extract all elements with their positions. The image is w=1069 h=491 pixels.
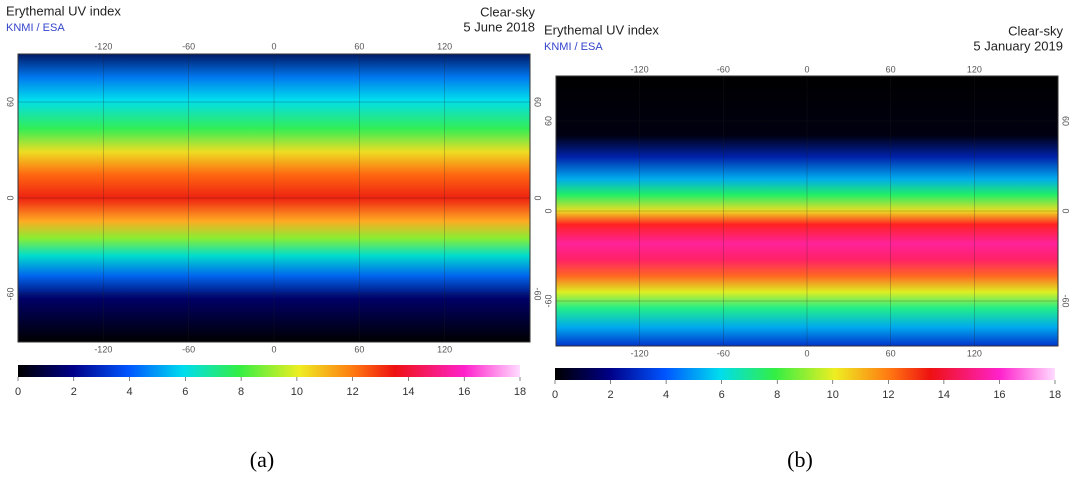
colorbar-tick-label: 16 — [458, 386, 470, 398]
lon-tick-label: -120 — [94, 344, 112, 354]
map-condition: Clear-sky — [1008, 23, 1063, 38]
lon-tick-label: -60 — [182, 344, 195, 354]
lon-tick-label: 60 — [354, 344, 364, 354]
lon-tick-label: 0 — [804, 64, 809, 74]
lon-tick-label: 120 — [967, 348, 982, 358]
lon-tick-label: 60 — [886, 348, 896, 358]
map-source: KNMI / ESA — [544, 41, 603, 53]
lon-tick-label: 120 — [437, 344, 452, 354]
lat-tick-label: 0 — [543, 208, 553, 213]
lat-tick-label: -60 — [1061, 294, 1069, 307]
lon-tick-label: 0 — [271, 344, 276, 354]
lon-tick-label: -60 — [182, 41, 195, 51]
map-source: KNMI / ESA — [6, 22, 65, 34]
colorbar-tick-label: 0 — [552, 389, 558, 401]
lat-tick-label: -60 — [5, 287, 15, 300]
colorbar-tick-label: 18 — [1049, 389, 1061, 401]
map-date: 5 January 2019 — [973, 38, 1063, 53]
colorbar-tick-label: 16 — [993, 389, 1005, 401]
map-title: Erythemal UV index — [544, 22, 659, 37]
lon-tick-label: 0 — [271, 41, 276, 51]
colorbar-tick-label: 14 — [938, 389, 950, 401]
colorbar-tick-label: 0 — [15, 386, 21, 398]
map-title: Erythemal UV index — [6, 3, 121, 18]
lon-tick-label: -60 — [717, 348, 730, 358]
colorbar-tick-label: 8 — [238, 386, 244, 398]
colorbar-tick-label: 6 — [719, 389, 725, 401]
lon-tick-label: -60 — [717, 64, 730, 74]
colorbar-tick-label: 12 — [882, 389, 894, 401]
lon-tick-label: 60 — [354, 41, 364, 51]
lat-tick-label: -60 — [533, 287, 543, 300]
colorbar-tick-label: 10 — [291, 386, 303, 398]
panel-caption: (b) — [787, 447, 813, 472]
colorbar-tick-label: 4 — [126, 386, 132, 398]
lat-tick-label: 60 — [533, 97, 543, 107]
colorbar-tick-label: 18 — [514, 386, 526, 398]
colorbar-tick-label: 4 — [663, 389, 669, 401]
lat-tick-label: 60 — [543, 116, 553, 126]
map-date: 5 June 2018 — [463, 19, 535, 34]
colorbar-tick-label: 10 — [827, 389, 839, 401]
colorbar — [555, 368, 1055, 380]
lon-tick-label: -120 — [631, 64, 649, 74]
colorbar-tick-label: 6 — [182, 386, 188, 398]
colorbar-tick-label: 12 — [347, 386, 359, 398]
map-condition: Clear-sky — [480, 4, 535, 19]
colorbar-tick-label: 8 — [774, 389, 780, 401]
colorbar — [18, 365, 520, 377]
lon-tick-label: 60 — [886, 64, 896, 74]
lon-tick-label: -120 — [94, 41, 112, 51]
lat-tick-label: 60 — [1061, 116, 1069, 126]
lat-tick-label: 0 — [5, 195, 15, 200]
colorbar-tick-label: 2 — [71, 386, 77, 398]
colorbar-tick-label: 2 — [607, 389, 613, 401]
lat-tick-label: -60 — [543, 294, 553, 307]
colorbar-tick-label: 14 — [402, 386, 414, 398]
lat-tick-label: 0 — [1061, 208, 1069, 213]
lon-tick-label: 120 — [437, 41, 452, 51]
lat-tick-label: 0 — [533, 195, 543, 200]
panel-caption: (a) — [250, 447, 274, 472]
lon-tick-label: 0 — [804, 348, 809, 358]
lat-tick-label: 60 — [5, 97, 15, 107]
lon-tick-label: 120 — [967, 64, 982, 74]
lon-tick-label: -120 — [631, 348, 649, 358]
